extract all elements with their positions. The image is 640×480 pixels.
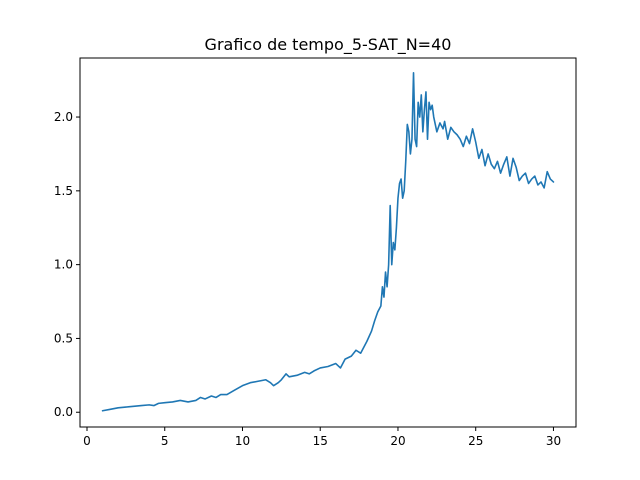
series-line-0: [101, 71, 555, 412]
y-tick-label: 0.0: [54, 405, 73, 419]
y-tick-label: 1.0: [54, 258, 73, 272]
x-tick-label: 30: [546, 434, 561, 448]
x-axis: 0 5 10 15 20 25 30: [83, 427, 561, 448]
x-tick-label: 5: [161, 434, 169, 448]
plot-area: [101, 71, 555, 412]
y-tick-label: 1.5: [54, 184, 73, 198]
x-tick-label: 10: [235, 434, 250, 448]
x-tick-label: 20: [390, 434, 405, 448]
axes-frame: [79, 57, 577, 428]
x-tick-label: 0: [83, 434, 91, 448]
y-tick-label: 2.0: [54, 110, 73, 124]
y-axis: 0.0 0.5 1.0 1.5 2.0: [54, 110, 80, 419]
y-tick-label: 0.5: [54, 331, 73, 345]
x-tick-label: 15: [313, 434, 328, 448]
chart-title: Grafico de tempo_5-SAT_N=40: [205, 35, 452, 55]
x-tick-label: 25: [468, 434, 483, 448]
